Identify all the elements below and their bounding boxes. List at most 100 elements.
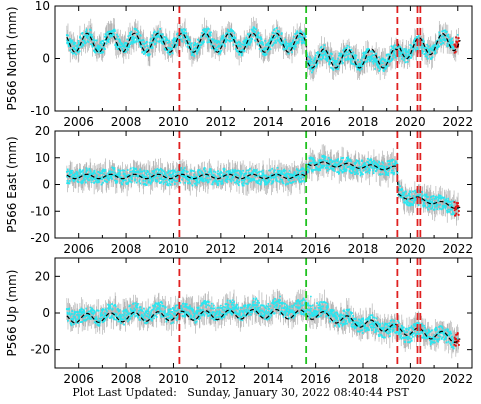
data-point bbox=[269, 174, 272, 177]
data-point bbox=[286, 176, 289, 179]
data-point bbox=[97, 181, 100, 184]
data-point bbox=[129, 32, 131, 34]
data-point bbox=[212, 38, 215, 41]
data-point bbox=[238, 180, 241, 183]
data-point bbox=[330, 53, 333, 56]
data-point bbox=[344, 168, 346, 171]
data-point bbox=[315, 161, 318, 164]
data-point bbox=[171, 48, 173, 50]
data-point bbox=[425, 55, 428, 58]
data-point bbox=[243, 44, 246, 47]
data-point bbox=[266, 44, 268, 47]
data-point bbox=[103, 35, 106, 38]
data-point bbox=[371, 161, 374, 163]
data-point bbox=[237, 45, 240, 48]
data-point bbox=[423, 193, 426, 196]
data-point bbox=[160, 38, 163, 41]
data-point bbox=[149, 182, 152, 185]
data-point bbox=[387, 53, 390, 56]
data-point bbox=[225, 179, 228, 181]
data-point bbox=[451, 208, 453, 211]
data-point bbox=[372, 163, 375, 166]
data-point bbox=[408, 194, 411, 196]
data-point bbox=[121, 42, 123, 45]
data-point bbox=[386, 60, 388, 63]
data-point bbox=[130, 40, 133, 43]
series-value-point bbox=[172, 175, 175, 178]
data-point bbox=[137, 40, 140, 43]
data-point bbox=[82, 179, 85, 182]
data-point bbox=[281, 180, 284, 183]
data-point bbox=[314, 161, 316, 164]
data-point bbox=[425, 196, 428, 199]
data-point bbox=[337, 65, 340, 68]
data-point bbox=[352, 51, 355, 54]
data-point bbox=[412, 195, 415, 197]
data-point bbox=[334, 61, 336, 64]
data-point bbox=[252, 172, 254, 175]
data-point bbox=[332, 69, 335, 71]
data-point bbox=[282, 41, 284, 44]
data-point bbox=[150, 181, 153, 184]
data-point bbox=[218, 180, 221, 183]
data-point bbox=[324, 156, 327, 158]
data-point bbox=[441, 35, 444, 38]
data-point bbox=[338, 166, 341, 169]
data-point bbox=[350, 48, 353, 51]
data-point bbox=[288, 48, 291, 51]
data-point bbox=[336, 160, 339, 163]
data-point bbox=[96, 174, 98, 177]
series-value-point bbox=[362, 52, 364, 55]
data-point bbox=[88, 172, 91, 175]
data-point bbox=[249, 37, 252, 40]
data-point bbox=[270, 177, 273, 179]
series-value-point bbox=[319, 52, 322, 55]
data-point bbox=[150, 177, 153, 180]
data-point bbox=[355, 168, 358, 171]
series-value-point bbox=[231, 36, 234, 39]
data-point bbox=[364, 52, 366, 55]
data-point bbox=[106, 181, 109, 183]
data-point bbox=[261, 48, 264, 51]
data-point bbox=[239, 45, 242, 48]
data-point bbox=[133, 170, 135, 173]
data-point bbox=[392, 47, 394, 49]
data-point bbox=[272, 31, 274, 34]
data-point bbox=[220, 170, 222, 173]
data-point bbox=[97, 170, 100, 173]
data-point bbox=[166, 41, 169, 44]
data-point bbox=[317, 169, 320, 172]
x-tick-label: 2010 bbox=[158, 115, 189, 129]
data-point bbox=[336, 59, 338, 62]
data-point bbox=[68, 182, 71, 185]
data-point bbox=[236, 41, 239, 44]
data-point bbox=[230, 177, 233, 180]
data-point bbox=[107, 172, 109, 175]
data-point bbox=[149, 37, 152, 40]
data-point bbox=[152, 31, 155, 34]
data-point bbox=[296, 171, 299, 174]
data-point bbox=[217, 40, 220, 43]
data-point bbox=[364, 164, 366, 166]
data-point bbox=[89, 29, 92, 32]
data-point bbox=[253, 170, 256, 173]
data-point bbox=[159, 167, 162, 170]
data-point bbox=[260, 38, 263, 41]
data-point bbox=[408, 54, 411, 57]
data-point bbox=[446, 209, 448, 212]
data-point bbox=[214, 50, 217, 53]
data-point bbox=[104, 168, 107, 171]
data-point bbox=[345, 168, 348, 171]
data-point bbox=[235, 170, 237, 173]
data-point bbox=[123, 172, 126, 175]
data-point bbox=[66, 179, 69, 182]
data-point bbox=[165, 174, 167, 177]
data-point bbox=[179, 168, 182, 171]
data-point bbox=[68, 44, 71, 47]
data-point bbox=[342, 61, 344, 64]
data-point bbox=[426, 206, 428, 209]
data-point bbox=[321, 51, 324, 53]
data-point bbox=[354, 56, 357, 59]
data-point bbox=[73, 46, 76, 49]
data-point bbox=[84, 41, 87, 44]
